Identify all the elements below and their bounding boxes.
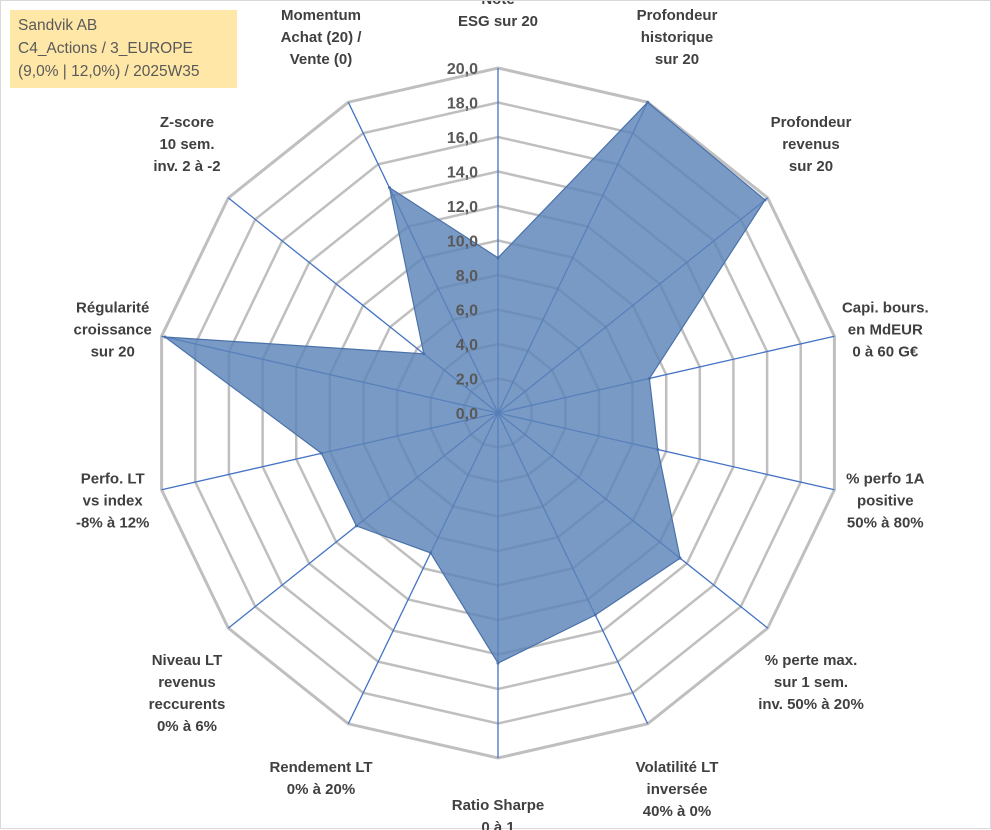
tick-label-5: 10,0 bbox=[447, 234, 478, 251]
axis-label-13: Momentum Achat (20) / Vente (0) bbox=[281, 7, 363, 68]
data-point-5 bbox=[678, 556, 682, 560]
data-point-6 bbox=[593, 613, 597, 617]
stock-info-box: Sandvik AB C4_Actions / 3_EUROPE (9,0% |… bbox=[10, 10, 237, 88]
data-point-3 bbox=[647, 377, 651, 380]
tick-label-4: 8,0 bbox=[456, 268, 478, 285]
stock-params: (9,0% | 12,0%) / 2025W35 bbox=[18, 63, 200, 80]
data-point-2 bbox=[763, 198, 767, 202]
radar-series bbox=[163, 100, 767, 665]
axis-label-4: % perfo 1A positive 50% à 80% bbox=[846, 471, 925, 532]
axis-label-0: NoteESG sur 20 bbox=[458, 1, 538, 30]
data-point-11 bbox=[163, 335, 167, 339]
data-point-9 bbox=[354, 524, 358, 528]
tick-label-2: 4,0 bbox=[456, 337, 478, 354]
data-point-1 bbox=[646, 100, 650, 104]
axis-label-6: Volatilité LT inversée 40% à 0% bbox=[636, 759, 719, 820]
data-point-13 bbox=[388, 186, 391, 190]
tick-label-6: 12,0 bbox=[447, 199, 478, 216]
tick-label-1: 2,0 bbox=[456, 372, 478, 389]
data-point-12 bbox=[422, 352, 426, 356]
data-point-10 bbox=[319, 451, 323, 455]
axis-label-1: Profondeur historique sur 20 bbox=[637, 7, 718, 68]
axis-label-5: % perte max. sur 1 sem. inv. 50% à 20% bbox=[758, 652, 864, 713]
axis-label-3: Capi. bours. en MdEUR 0 à 60 G€ bbox=[842, 299, 929, 360]
axis-label-7: Ratio Sharpe 0 à 1 bbox=[452, 797, 545, 830]
tick-label-0: 0,0 bbox=[456, 406, 478, 423]
data-point-8 bbox=[429, 551, 433, 555]
stock-name: Sandvik AB bbox=[18, 17, 98, 34]
axis-label-8: Rendement LT 0% à 20% bbox=[269, 759, 372, 798]
axis-label-12: Z-score 10 sem. inv. 2 à -2 bbox=[153, 114, 220, 175]
tick-label-9: 18,0 bbox=[447, 96, 478, 113]
radar-tick-labels: 0,0 2,0 4,0 6,0 8,0 10,0 12,0 14,0 16,0 18,0 20,0 bbox=[447, 61, 478, 423]
tick-label-7: 14,0 bbox=[447, 165, 478, 182]
axis-label-2: Profondeur revenus sur 20 bbox=[771, 114, 852, 175]
tick-label-10: 20,0 bbox=[447, 61, 478, 78]
tick-label-8: 16,0 bbox=[447, 130, 478, 147]
axis-label-9: Niveau LT revenus reccurents 0% à 6% bbox=[149, 652, 226, 735]
data-point-4 bbox=[656, 448, 660, 451]
axis-label-11: Régularité croissance sur 20 bbox=[74, 299, 152, 360]
stock-category: C4_Actions / 3_EUROPE bbox=[18, 40, 193, 57]
data-point-0 bbox=[496, 256, 500, 260]
axis-label-10: Perfo. LT vs index -8% à 12% bbox=[76, 471, 149, 532]
tick-label-3: 6,0 bbox=[456, 303, 478, 320]
data-point-7 bbox=[496, 661, 500, 665]
